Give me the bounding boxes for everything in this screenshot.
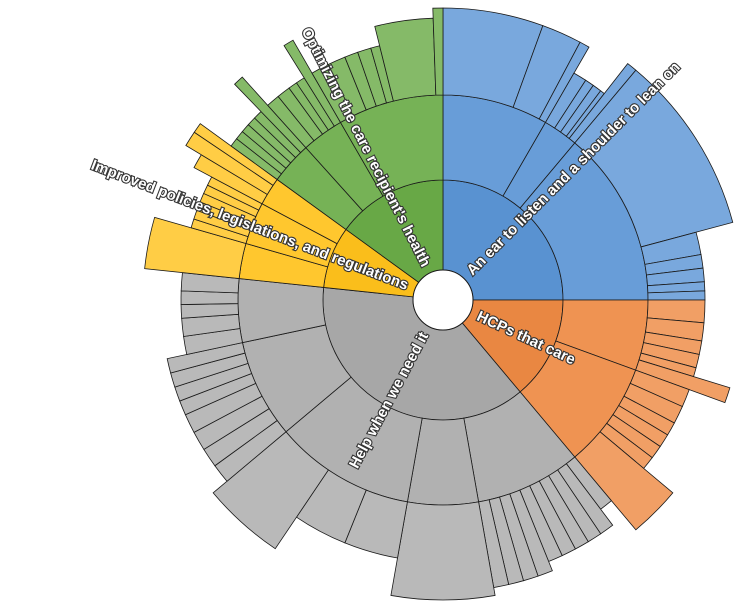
ring3-segment-2-1-0 <box>390 501 496 601</box>
center-hole <box>412 269 474 331</box>
ring3-segment-0-2-5 <box>647 290 706 301</box>
sunburst-segments <box>144 7 734 601</box>
ring3-segment-4-2-6 <box>432 7 444 96</box>
ring3-segment-0-2-0 <box>574 69 734 248</box>
